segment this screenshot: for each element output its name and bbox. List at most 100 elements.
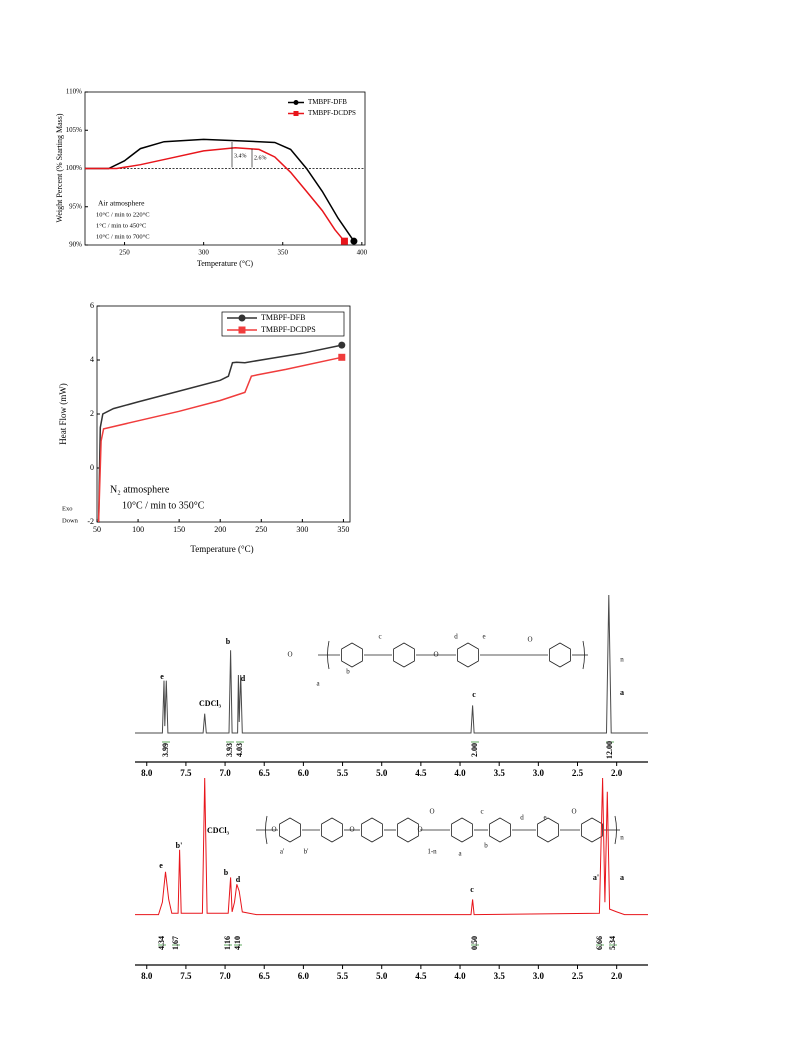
structure-label: e [482,633,485,641]
legend-label: TMBPF-DFB [308,98,347,106]
annotation: 2.6% [254,155,267,161]
peak-label: d [241,674,246,683]
end-marker [338,353,346,361]
series-line [97,356,342,523]
structure-label: c [480,808,483,816]
x-tick-label: 6.0 [298,971,310,981]
x-tick-label: 7.5 [180,768,192,778]
peak-label: e [160,672,164,681]
x-tick-label: 350 [277,249,288,257]
y-axis-label: Weight Percent (% Starting Mass) [55,113,64,222]
peak-label: b [226,637,231,646]
integral-label: 4.34 [157,936,166,950]
integral-label: 4.03 [235,743,244,757]
annotation: N₂ atmosphere [110,484,170,495]
structure-label: b [346,668,350,676]
y-tick-label: 90% [69,241,82,249]
x-tick-label: 7.0 [219,768,231,778]
y-tick-label: -2 [87,517,94,526]
peak-label: d [236,875,241,884]
x-tick-label: 2.0 [611,768,623,778]
legend-marker [238,326,246,334]
legend-label: TMBPF-DCDPS [261,325,316,334]
x-tick-label: 50 [93,525,101,534]
series-line [97,344,342,523]
legend-marker [293,100,299,105]
legend-label: TMBPF-DFB [261,313,305,322]
structure-label: n [620,656,624,664]
structure-label: b' [304,848,309,856]
x-tick-label: 8.0 [141,971,153,981]
peak-label: c [470,885,474,894]
structure-label: a' [280,848,284,856]
integral-label: 3.99 [161,743,170,757]
integral-label: 1.16 [223,936,232,950]
annotation: 10°C / min to 350°C [122,500,205,511]
structure-label: d [454,633,458,641]
legend-marker [293,111,299,116]
annotation: 10°C / min to 700°C [96,233,150,240]
x-tick-label: 250 [255,525,267,534]
structure-label: O [429,808,434,816]
series-line [135,594,648,734]
chart: 90% 95% 100% 105% 110% 250 300 350 400 Temperatur… [55,88,368,268]
integral-label: 4.10 [233,936,242,950]
x-tick-label: 400 [357,249,368,257]
x-tick-label: 3.0 [533,971,545,981]
series-line [85,147,345,242]
benzene-ring [549,642,571,668]
benzene-ring [341,642,363,668]
x-tick-label: 3.5 [494,768,506,778]
benzene-ring [489,817,511,843]
x-tick-label: 150 [173,525,185,534]
series-line [85,138,355,242]
annotation: Down [62,517,79,524]
structure-label: O [571,808,576,816]
y-tick-label: 6 [90,301,94,310]
peak-label: e [159,861,163,870]
benzene-ring [581,817,603,843]
x-tick-label: 6.5 [259,971,271,981]
integral-label: 6.66 [595,936,604,950]
annotation: 1°C / min to 450°C [96,222,146,229]
y-tick-label: 4 [90,355,94,364]
chart: 8.0 7.5 7.0 6.5 6.0 5.5 5.0 4.5 4.0 3.5 3.0 2.5 2.0 e… [135,777,648,981]
y-tick-label: 95% [69,202,82,210]
x-tick-label: 6.5 [259,768,271,778]
structure-label: e [543,814,546,822]
benzene-ring [397,817,419,843]
x-tick-label: 5.5 [337,971,349,981]
y-tick-label: 100% [66,164,83,172]
x-tick-label: 3.5 [494,971,506,981]
structure-label: O [349,826,354,834]
x-tick-label: 8.0 [141,768,153,778]
x-tick-label: 350 [337,525,349,534]
peak-label: a [620,688,624,697]
peak-label: b' [176,841,183,850]
y-tick-label: 2 [90,409,94,418]
x-tick-label: 200 [214,525,226,534]
integral-label: 1.67 [171,936,180,950]
legend-label: TMBPF-DCDPS [308,109,356,117]
end-marker [338,341,346,349]
x-tick-label: 2.5 [572,971,584,981]
x-tick-label: 300 [198,249,209,257]
x-tick-label: 4.0 [454,768,466,778]
x-tick-label: 7.0 [219,971,231,981]
x-tick-label: 2.5 [572,768,584,778]
structure-label: b [484,842,488,850]
peak-label: a [620,873,624,882]
benzene-ring [279,817,301,843]
x-tick-label: 300 [296,525,308,534]
series-line [135,777,648,916]
legend-marker [238,314,246,322]
y-axis-label: Heat Flow (mW) [58,383,68,444]
annotation: 10°C / min to 220°C [96,211,150,218]
end-marker [350,237,358,245]
x-tick-label: 6.0 [298,768,310,778]
x-tick-label: 250 [119,249,130,257]
benzene-ring [457,642,479,668]
x-axis-label: Temperature (°C) [197,259,254,268]
benzene-ring [321,817,343,843]
x-tick-label: 7.5 [180,971,192,981]
